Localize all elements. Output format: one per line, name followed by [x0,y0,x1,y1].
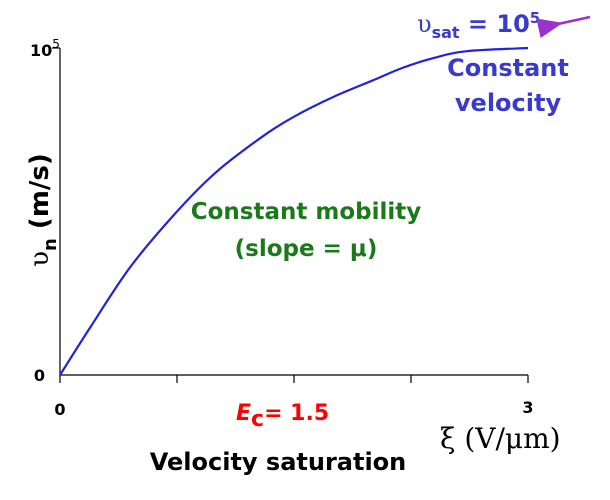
y-axis-label-unit: (m/s) [25,153,55,229]
annotation-vsat-subscript: sat [432,23,460,42]
annotation-slope-mu: (slope = μ) [235,236,378,262]
y-tick-label-top: 105 [30,37,60,60]
annotation-vsat: υsat = 105 [417,9,540,42]
x-axis-label: ξ (V/μm) [440,422,561,455]
annotation-vsat-exponent: 5 [530,9,540,27]
y-tick-label-top-exp: 5 [52,37,60,51]
chart-title: Velocity saturation [150,448,407,476]
annotation-ec: Ec= 1.5 [236,401,329,432]
y-axis-label-subscript: n [40,238,61,251]
x-tick-label-0: 0 [54,400,65,419]
y-axis-label: υn (m/s) [25,153,61,267]
y-axis-label-symbol: υ [25,251,55,267]
annotation-ec-symbol: E [236,401,251,426]
annotation-constant: Constant [447,54,569,82]
y-tick-label-top-base: 10 [30,41,52,60]
annotation-velocity: velocity [455,89,562,117]
x-tick-label-3: 3 [522,398,533,417]
vsat-arrow [536,15,591,39]
annotation-ec-value: = 1.5 [264,401,329,426]
annotation-constant-mobility: Constant mobility [191,199,422,225]
annotation-ec-subscript: c [251,407,264,432]
annotation-vsat-equals: = 10 [460,10,530,38]
x-axis-ticks [59,375,529,383]
annotation-vsat-symbol: υ [417,10,432,38]
y-tick-label-zero: 0 [34,366,45,385]
velocity-curve-line [59,46,529,376]
